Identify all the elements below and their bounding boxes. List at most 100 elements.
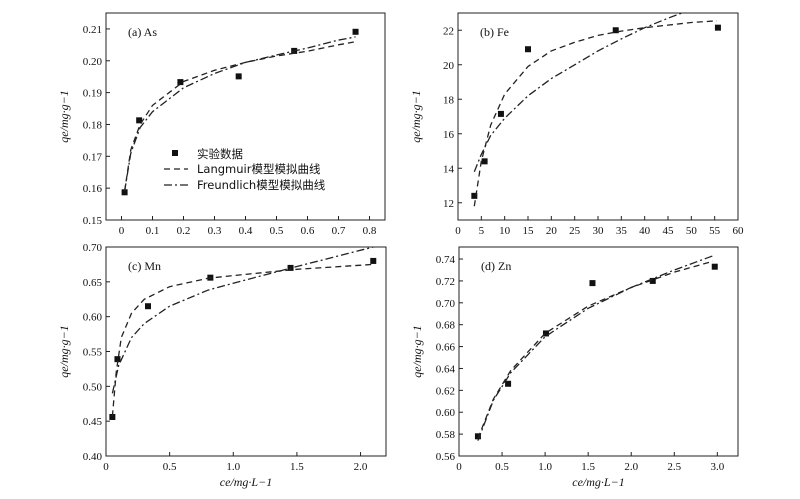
x-tick-label: 1.0 xyxy=(538,461,552,473)
x-tick-label: 30 xyxy=(593,225,605,237)
y-tick-label: 0.65 xyxy=(83,277,103,289)
y-tick-label: 0.64 xyxy=(436,363,456,375)
y-tick-label: 14 xyxy=(443,163,455,175)
y-tick-label: 22 xyxy=(443,25,454,37)
x-axis-label: ce/mg·L−1 xyxy=(220,475,272,489)
y-tick-label: 0.70 xyxy=(436,298,456,310)
data-point xyxy=(589,280,596,287)
y-tick-label: 0.18 xyxy=(83,119,103,131)
data-point xyxy=(497,110,504,117)
panel-label: (c) Mn xyxy=(128,259,161,273)
x-tick-label: 45 xyxy=(663,225,675,237)
x-axis-label: ce/mg·L−1 xyxy=(572,475,624,489)
panel-label: (b) Fe xyxy=(480,25,509,39)
x-tick-label: 0.5 xyxy=(163,461,177,473)
y-tick-label: 0.56 xyxy=(436,451,456,463)
y-tick-label: 0.40 xyxy=(83,451,103,463)
x-tick-label: 5 xyxy=(479,225,485,237)
y-axis-label: qe/mg·g−1 xyxy=(410,325,424,377)
x-tick-label: 0.4 xyxy=(239,225,253,237)
y-tick-label: 0.68 xyxy=(436,320,456,332)
panel-1: 0 0.1 0.2 0.3 0.4 0.5 0.6 0.7 0.8 0.15 0.16 0.17 0.1… xyxy=(57,12,386,237)
data-point xyxy=(714,24,721,31)
data-point xyxy=(370,257,377,264)
y-tick-label: 20 xyxy=(443,60,455,72)
x-tick-label: 1.5 xyxy=(290,461,304,473)
plot-frame xyxy=(458,246,739,457)
x-tick-label: 0 xyxy=(455,225,461,237)
y-tick-label: 0.20 xyxy=(83,56,103,68)
freundlich-curve xyxy=(477,255,714,441)
x-tick-label: 0 xyxy=(119,225,125,237)
data-point xyxy=(649,277,656,284)
x-tick-label: 0.2 xyxy=(177,225,191,237)
legend-label-langmuir: Langmuir模型模拟曲线 xyxy=(197,162,321,176)
langmuir-curve xyxy=(473,20,718,207)
data-point xyxy=(525,46,531,53)
y-axis-label: qe/mg·g−1 xyxy=(57,325,71,377)
x-tick-label: 0.1 xyxy=(146,225,160,237)
legend-marker-experimental xyxy=(172,150,178,156)
data-point xyxy=(114,356,121,363)
data-point xyxy=(145,303,151,310)
legend-label-experimental: 实验数据 xyxy=(197,147,243,161)
x-tick-label: 2.5 xyxy=(667,461,681,473)
y-tick-label: 0.19 xyxy=(83,88,103,100)
x-tick-label: 1.0 xyxy=(226,461,240,473)
x-tick-label: 0 xyxy=(103,461,109,473)
x-tick-label: 0.6 xyxy=(301,225,315,237)
data-point xyxy=(471,192,478,199)
y-tick-label: 0.15 xyxy=(83,215,103,227)
x-tick-label: 0.5 xyxy=(270,225,284,237)
y-tick-label: 0.66 xyxy=(436,342,456,354)
y-tick-label: 0.60 xyxy=(436,407,456,419)
y-axis-label: qe/mg·g−1 xyxy=(57,90,71,142)
y-tick-label: 0.70 xyxy=(83,242,103,254)
x-tick-label: 60 xyxy=(733,225,745,237)
x-tick-label: 1.5 xyxy=(581,461,595,473)
x-tick-label: 2.0 xyxy=(624,461,638,473)
x-tick-label: 55 xyxy=(709,225,721,237)
x-tick-label: 2.0 xyxy=(354,461,368,473)
y-tick-label: 0.45 xyxy=(83,416,103,428)
panel-3: 0 0.5 1.0 1.5 2.0 0.40 0.45 0.50 0.55 0.60 0.65 0.7… xyxy=(57,242,387,489)
data-point xyxy=(542,330,549,337)
y-tick-label: 0.60 xyxy=(83,312,103,324)
legend-label-freundlich: Freundlich模型模拟曲线 xyxy=(197,178,326,192)
freundlich-curve xyxy=(111,247,374,394)
y-tick-label: 0.62 xyxy=(436,385,455,397)
x-tick-label: 10 xyxy=(499,225,511,237)
x-tick-label: 0 xyxy=(456,461,462,473)
x-tick-label: 3.0 xyxy=(710,461,724,473)
y-tick-label: 0.17 xyxy=(83,151,103,163)
panel-4: 0 0.5 1.0 1.5 2.0 2.5 3.0 0.56 0.58 0.60 0.62 0.64 0… xyxy=(410,246,739,489)
x-tick-label: 40 xyxy=(639,225,651,237)
data-point xyxy=(136,117,143,124)
data-point xyxy=(177,79,184,86)
data-point xyxy=(235,73,242,80)
data-point xyxy=(474,433,481,440)
y-tick-label: 0.72 xyxy=(436,276,455,288)
langmuir-curve xyxy=(477,260,714,439)
y-tick-label: 0.50 xyxy=(83,381,103,393)
x-tick-label: 0.7 xyxy=(332,225,346,237)
y-tick-label: 0.16 xyxy=(83,183,103,195)
x-tick-label: 0.3 xyxy=(208,225,222,237)
data-point xyxy=(711,263,718,270)
data-point xyxy=(109,413,116,420)
plot-frame xyxy=(105,246,387,457)
data-point xyxy=(481,158,488,165)
y-tick-label: 0.58 xyxy=(436,429,456,441)
langmuir-curve xyxy=(111,263,374,417)
panel-2: 0 5 10 15 20 25 30 35 40 45 50 55 60 12 14 16 18 20 22 (b) … xyxy=(409,12,745,237)
y-tick-label: 0.55 xyxy=(83,347,103,359)
panel-label: (a) As xyxy=(128,25,157,39)
data-point xyxy=(612,27,619,34)
x-tick-label: 35 xyxy=(616,225,628,237)
y-tick-label: 0.21 xyxy=(83,24,102,36)
x-tick-label: 50 xyxy=(686,225,698,237)
y-axis-label: qe/mg·g−1 xyxy=(409,90,423,142)
